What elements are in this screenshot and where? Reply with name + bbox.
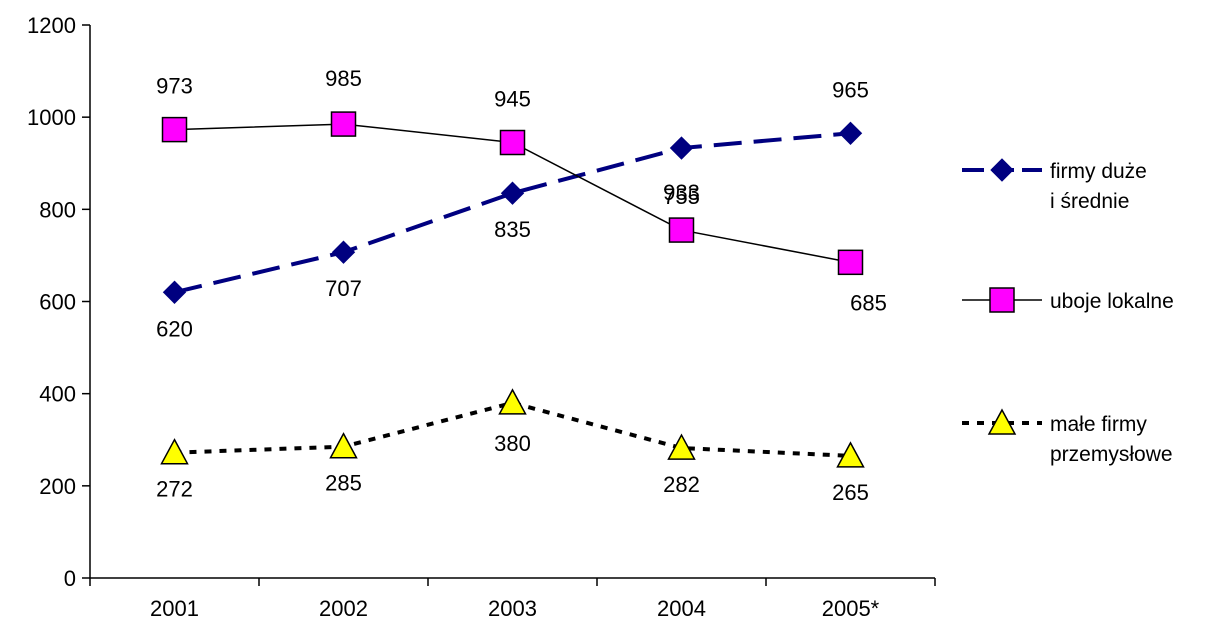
data-point xyxy=(667,433,696,460)
y-tick-label: 400 xyxy=(39,382,76,407)
legend-label: i średnie xyxy=(1050,190,1129,213)
data-point xyxy=(500,181,525,205)
legend-marker xyxy=(990,158,1014,182)
legend-label: firmy duże xyxy=(1050,160,1147,183)
y-tick-label: 200 xyxy=(39,474,76,499)
data-point xyxy=(160,438,189,465)
legend-marker xyxy=(989,287,1015,313)
data-point xyxy=(499,129,526,156)
series-markers xyxy=(160,111,865,468)
y-tick-label: 0 xyxy=(64,566,76,591)
data-label: 282 xyxy=(663,472,700,497)
y-tick-label: 600 xyxy=(39,290,76,315)
data-point xyxy=(161,116,188,143)
data-label: 755 xyxy=(663,184,700,209)
data-point xyxy=(837,249,864,276)
data-label: 965 xyxy=(832,77,869,102)
data-point xyxy=(330,111,357,137)
data-label: 620 xyxy=(156,316,193,341)
y-tick-label: 800 xyxy=(39,197,76,222)
data-label: 835 xyxy=(494,217,531,242)
data-label: 265 xyxy=(832,480,869,505)
data-labels: 620 707 835 933 965 973 985 945 755 685 272 285 380 2… xyxy=(156,66,887,505)
y-tick-label: 1000 xyxy=(27,105,76,130)
data-label: 285 xyxy=(325,471,362,496)
data-point xyxy=(668,217,695,243)
data-label: 707 xyxy=(325,276,362,301)
axes: 0 200 400 600 800 1000 1200 2001 2002 2003 2004 200… xyxy=(27,13,936,621)
legend-label: małe firmy xyxy=(1050,413,1147,436)
legend-label: uboje lokalne xyxy=(1050,290,1174,313)
data-label: 272 xyxy=(156,477,193,502)
data-point xyxy=(162,280,187,304)
data-label: 380 xyxy=(494,431,531,456)
x-tick-label: 2002 xyxy=(319,596,368,621)
x-tick-label: 2005* xyxy=(822,596,880,621)
data-label: 685 xyxy=(850,290,887,315)
x-tick-label: 2001 xyxy=(150,596,199,621)
data-label: 945 xyxy=(494,87,531,112)
data-label: 985 xyxy=(325,66,362,91)
legend-marker xyxy=(987,408,1017,435)
series-line xyxy=(174,131,851,295)
data-label: 973 xyxy=(156,74,193,99)
data-point xyxy=(669,136,694,160)
series-line xyxy=(174,400,851,458)
legend: firmy duże i średnie uboje lokalne małe fir… xyxy=(962,158,1174,466)
data-point xyxy=(498,388,527,415)
legend-label: przemysłowe xyxy=(1050,443,1173,466)
x-tick-label: 2004 xyxy=(657,596,706,621)
data-point xyxy=(331,240,356,264)
data-point xyxy=(329,432,358,459)
x-tick-label: 2003 xyxy=(488,596,537,621)
data-point xyxy=(838,121,863,146)
data-label: 933 xyxy=(663,180,700,205)
data-point xyxy=(836,441,865,468)
y-tick-label: 1200 xyxy=(27,13,76,38)
